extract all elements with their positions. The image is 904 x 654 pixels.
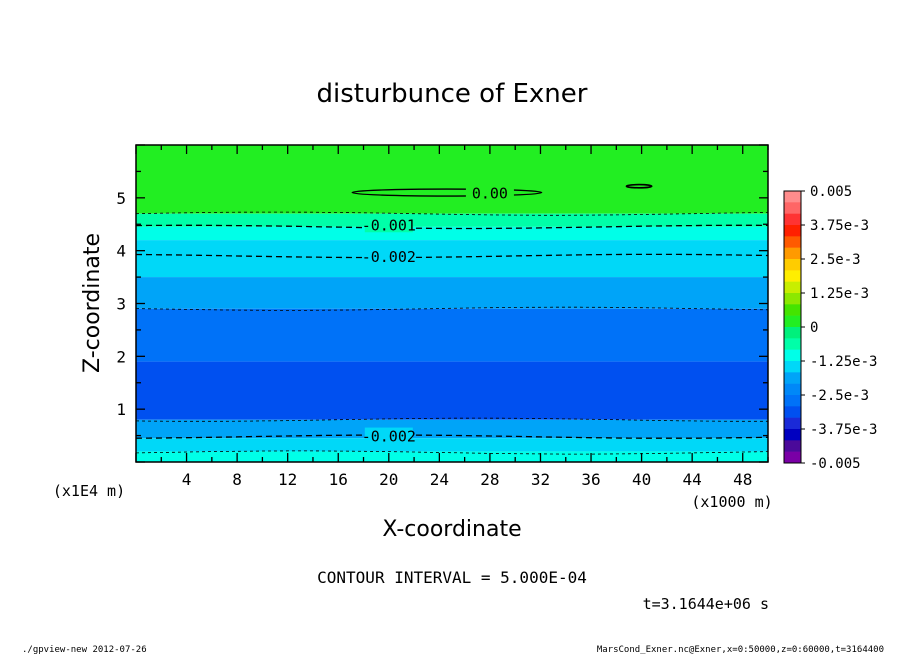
colorbar-segment-9 xyxy=(784,293,801,305)
colorbar-segment-19 xyxy=(784,406,801,418)
contour-label-bg-3 xyxy=(364,427,413,444)
colorbar-label-4: 0 xyxy=(810,320,818,336)
y-unit-label: (x1E4 m) xyxy=(53,482,125,500)
colorbar: 0.005 3.75e-3 2.5e-3 1.25e-3 0 -1.25e-3 -2.5e-… xyxy=(783,184,877,472)
colorbar-segment-3 xyxy=(784,225,801,237)
x-tick-label-16: 16 xyxy=(329,470,348,489)
x-tick-label-28: 28 xyxy=(480,470,499,489)
colorbar-segment-21 xyxy=(784,429,801,441)
contour-band-6 xyxy=(136,361,768,420)
y-tick-label-2: 2 xyxy=(116,347,126,366)
colorbar-label-1: 3.75e-3 xyxy=(810,218,869,234)
footer-left: ./gpview-new 2012-07-26 xyxy=(22,645,147,654)
colorbar-segment-0 xyxy=(784,191,801,203)
contour-band-3 xyxy=(136,240,768,278)
colorbar-segment-16 xyxy=(784,372,801,384)
x-tick-label-40: 40 xyxy=(632,470,651,489)
contour-label-bg-0 xyxy=(465,184,514,201)
y-tick-label-1: 1 xyxy=(116,400,126,419)
contour-label-bg-2 xyxy=(364,247,413,264)
colorbar-label-0: 0.005 xyxy=(810,184,852,200)
colorbar-segment-4 xyxy=(784,236,801,248)
contour-label-2: -0.002 xyxy=(362,248,416,266)
colorbar-segment-20 xyxy=(784,417,801,430)
x-tick-label-20: 20 xyxy=(379,470,398,489)
colorbar-segment-17 xyxy=(784,383,801,396)
colorbar-segment-8 xyxy=(784,281,801,294)
colorbar-segment-6 xyxy=(784,259,801,271)
contour-band-5 xyxy=(136,308,768,362)
contour-band-0 xyxy=(136,145,768,214)
y-axis: 1 2 3 4 5 xyxy=(116,144,768,463)
zero-contour-loop xyxy=(351,188,543,197)
x-tick-label-32: 32 xyxy=(531,470,550,489)
colorbar-segment-7 xyxy=(784,270,801,282)
y-tick-label-5: 5 xyxy=(116,189,126,208)
x-tick-label-48: 48 xyxy=(733,470,752,489)
contour-interval: CONTOUR INTERVAL = 5.000E-04 xyxy=(317,568,587,587)
colorbar-label-7: -3.75e-3 xyxy=(810,422,877,438)
contour-label-0: 0.00 xyxy=(472,185,508,203)
x-tick-label-44: 44 xyxy=(683,470,702,489)
x-unit-label: (x1000 m) xyxy=(691,493,772,511)
contour-label-3: -0.002 xyxy=(362,428,416,446)
contour-band-7 xyxy=(136,419,768,439)
colorbar-segment-14 xyxy=(784,349,801,362)
contour-label-bg-1 xyxy=(364,216,413,233)
chart-title: disturbunce of Exner xyxy=(317,79,588,109)
x-tick-label-4: 4 xyxy=(182,470,192,489)
colorbar-segment-5 xyxy=(784,247,801,260)
x-axis-label: X-coordinate xyxy=(382,517,521,542)
colorbar-segment-18 xyxy=(784,395,801,407)
colorbar-segment-1 xyxy=(784,202,801,214)
plot-area xyxy=(136,145,768,462)
colorbar-segment-11 xyxy=(784,315,801,328)
colorbar-label-2: 2.5e-3 xyxy=(810,252,861,268)
x-tick-label-36: 36 xyxy=(581,470,600,489)
x-axis: 4 8 12 16 20 24 28 32 36 40 44 48 xyxy=(135,145,769,489)
contour-line-2 xyxy=(136,253,768,259)
contour-label-1: -0.001 xyxy=(362,216,416,234)
colorbar-segment-22 xyxy=(784,440,801,452)
x-tick-label-8: 8 xyxy=(232,470,242,489)
colorbar-segment-23 xyxy=(784,451,801,464)
zero-contour-small xyxy=(625,183,653,189)
y-axis-label: Z-coordinate xyxy=(80,233,105,373)
contour-band-1 xyxy=(136,213,768,227)
colorbar-segment-13 xyxy=(784,338,801,350)
colorbar-label-5: -1.25e-3 xyxy=(810,354,877,370)
colorbar-label-8: -0.005 xyxy=(810,456,861,472)
x-tick-label-12: 12 xyxy=(278,470,297,489)
footer-right: MarsCond_Exner.nc@Exner,x=0:50000,z=0:60… xyxy=(597,645,884,654)
y-tick-label-3: 3 xyxy=(116,295,126,314)
x-tick-label-24: 24 xyxy=(430,470,449,489)
contour-band-2 xyxy=(136,226,768,241)
y-tick-label-4: 4 xyxy=(116,242,126,261)
contour-band-4 xyxy=(136,277,768,309)
colorbar-label-6: -2.5e-3 xyxy=(810,388,869,404)
colorbar-label-3: 1.25e-3 xyxy=(810,286,869,302)
time-label: t=3.1644e+06 s xyxy=(643,595,769,613)
colorbar-segment-2 xyxy=(784,213,801,226)
contour-line-1 xyxy=(136,224,768,230)
colorbar-segment-12 xyxy=(784,327,801,339)
colorbar-segment-15 xyxy=(784,361,801,373)
contour-band-8 xyxy=(136,438,768,452)
colorbar-segment-10 xyxy=(784,304,801,316)
contour-band-9 xyxy=(136,451,768,462)
contour-line-5 xyxy=(136,434,768,439)
contour-labels: 0.00 -0.001 -0.002 -0.002 xyxy=(362,184,514,446)
